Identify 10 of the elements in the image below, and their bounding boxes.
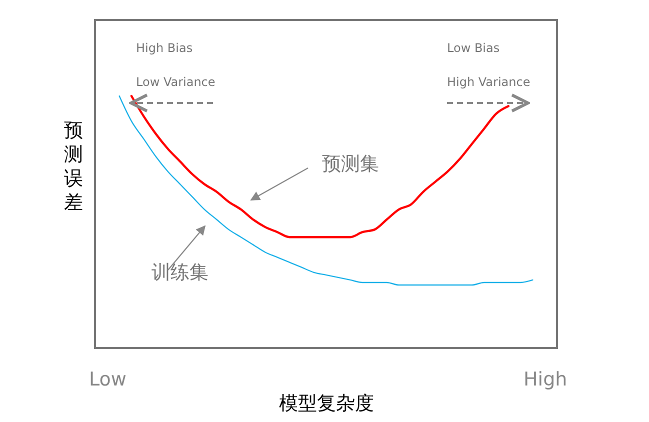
text: Low Variance — [136, 75, 216, 89]
text: 预测集 — [322, 153, 379, 176]
x-tick-label: High — [524, 368, 568, 390]
x-axis-title: 模型复杂度 — [279, 392, 374, 414]
text: High Variance — [447, 75, 530, 89]
text: Low Bias — [447, 41, 500, 55]
x-tick-label: Low — [88, 368, 126, 390]
text: High Bias — [136, 41, 193, 55]
y-axis-title: 预测误差 — [64, 120, 83, 214]
series-label: 训练集 — [152, 261, 209, 284]
